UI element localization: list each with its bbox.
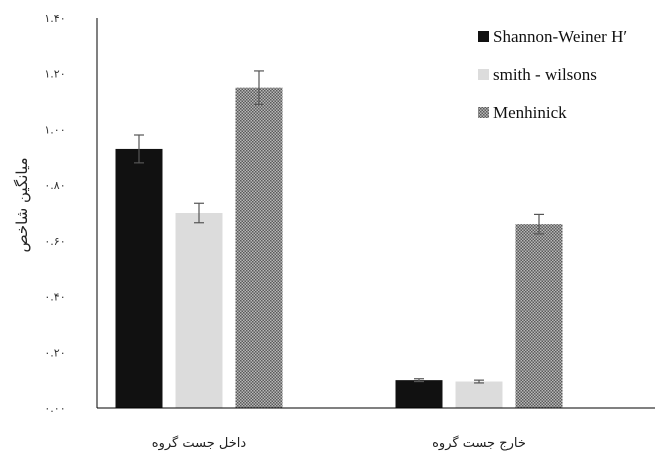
category-label: داخل جست گروه: [152, 435, 247, 451]
legend: Shannon-Weiner H′ smith - wilsons Menhinic…: [478, 27, 627, 122]
error-bar: [534, 213, 544, 235]
error-bar: [414, 378, 424, 383]
category-label: خارج جست گروه: [432, 435, 526, 451]
bar: [515, 224, 563, 408]
y-tick-label: ۰.۶۰: [44, 235, 65, 248]
y-tick-label: ۰.۸۰: [44, 179, 65, 192]
y-tick-label: ۱.۰۰: [44, 123, 65, 136]
bar: [455, 381, 503, 408]
bar: [115, 148, 163, 408]
y-tick-label: ۰.۰۰: [44, 402, 65, 415]
bar: [395, 380, 443, 408]
legend-swatch: [478, 107, 489, 118]
legend-item: Shannon-Weiner H′: [478, 27, 627, 46]
legend-swatch: [478, 31, 489, 42]
legend-label: Menhinick: [493, 103, 567, 122]
error-bar: [254, 70, 264, 105]
bar: [175, 213, 223, 408]
bar: [235, 87, 283, 409]
legend-label: smith - wilsons: [493, 65, 597, 84]
error-bar: [194, 202, 204, 224]
y-tick-label: ۰.۴۰: [44, 291, 65, 304]
y-axis-ticks: ۰.۰۰ ۰.۲۰ ۰.۴۰ ۰.۶۰ ۰.۸۰ ۱.۰۰ ۱.۲۰ ۱.۴۰: [44, 12, 65, 415]
legend-item: smith - wilsons: [478, 65, 597, 84]
error-bar: [134, 134, 144, 164]
y-tick-label: ۰.۲۰: [44, 346, 65, 359]
legend-label: Shannon-Weiner H′: [493, 27, 627, 46]
legend-item: Menhinick: [478, 103, 567, 122]
y-tick-label: ۱.۲۰: [44, 68, 65, 81]
bars: [115, 87, 563, 409]
y-tick-label: ۱.۴۰: [44, 12, 65, 25]
error-bar: [474, 379, 484, 384]
category-labels: داخل جست گروه خارج جست گروه: [152, 435, 526, 451]
y-axis-label: میانگین شاخص: [13, 157, 31, 252]
legend-swatch: [478, 69, 489, 80]
error-bars: [134, 70, 544, 384]
